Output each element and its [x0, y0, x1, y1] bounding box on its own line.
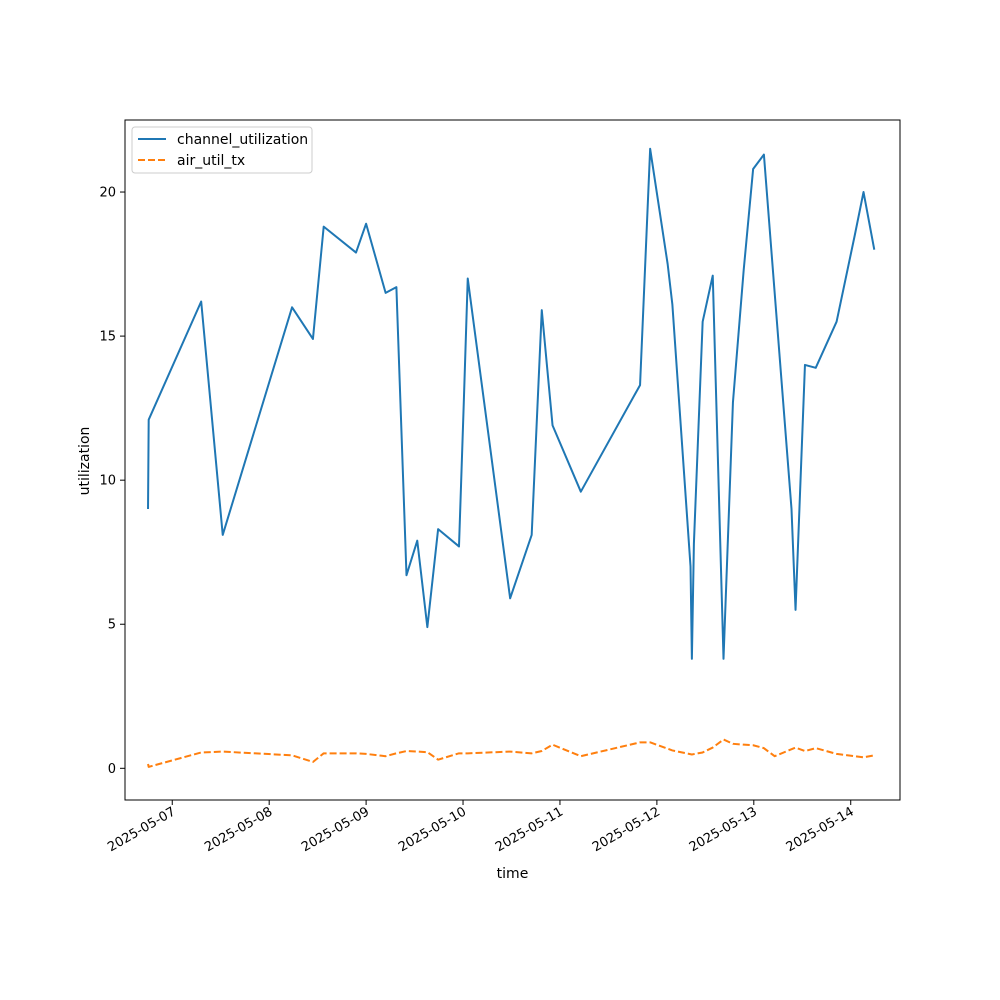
legend-label-channel-utilization: channel_utilization	[177, 132, 308, 148]
y-tick-label: 5	[108, 618, 116, 633]
series-line-air-util-tx	[147, 738, 875, 768]
y-tick-label: 0	[108, 762, 116, 777]
legend-box	[131, 126, 313, 174]
y-tick-label: 10	[99, 474, 116, 489]
y-tick-label: 20	[99, 186, 116, 201]
series-layer	[147, 147, 876, 768]
legend: channel_utilization air_util_tx	[131, 126, 313, 174]
axes-frame	[124, 119, 901, 801]
legend-label-air-util-tx: air_util_tx	[177, 153, 245, 169]
x-axis-label: time	[497, 866, 529, 882]
series-line-channel-utilization	[147, 147, 876, 660]
y-tick-label: 15	[99, 330, 116, 345]
y-axis-label: utilization	[77, 427, 93, 496]
